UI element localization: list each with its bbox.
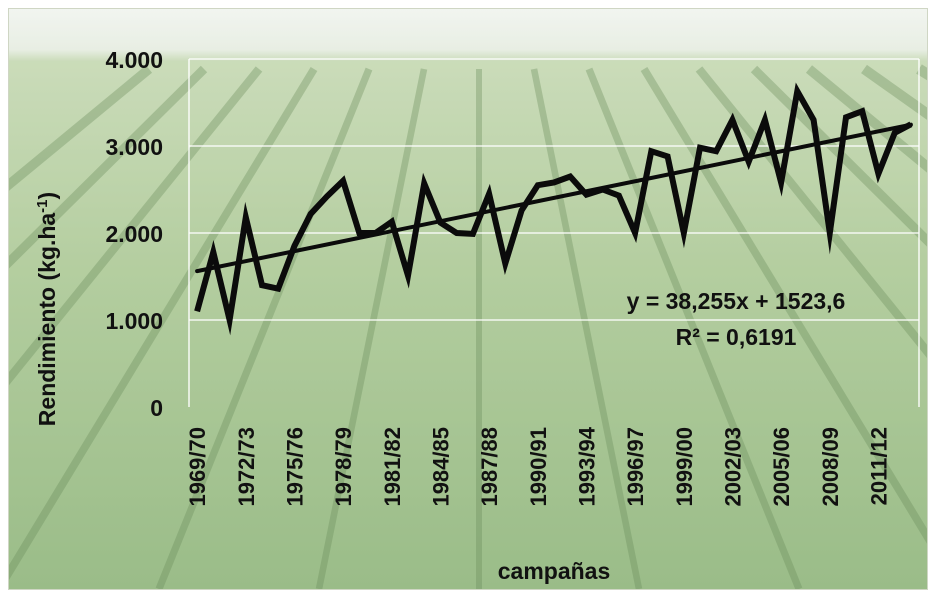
x-tick-label: 2011/12 [866,427,891,505]
x-tick-label: 1975/76 [282,427,307,507]
crop-row [315,68,428,589]
y-axis-title: Rendimiento (kg.ha-1) [34,192,60,426]
x-tick-label: 2002/03 [720,427,745,507]
trend-line [195,122,913,274]
chart-frame: 0 1.000 2.000 3.000 4.000 1969/70 1972/73 1975… [8,8,928,590]
field-background [9,9,927,589]
x-tick-label: 1978/79 [331,427,356,507]
y-tick-label: 3.000 [105,134,163,160]
x-tick-label: 1990/91 [526,427,551,507]
x-axis-title: campañas [498,558,611,584]
trendline-equation: y = 38,255x + 1523,6 [627,288,846,314]
crop-row [585,67,803,589]
x-tick-label: 1984/85 [428,427,453,507]
crop-row [155,67,373,589]
x-tick-label: 2008/09 [818,427,843,507]
y-tick-label: 1.000 [105,308,163,334]
y-axis-title-close: ) [34,192,60,200]
y-axis-title-superscript: -1 [34,199,51,212]
crop-row [9,65,208,269]
x-tick-label: 1993/94 [574,426,599,506]
x-tick-label: 1996/97 [623,427,648,507]
x-tick-label: 1987/88 [477,427,502,507]
x-tick-label: 1969/70 [185,427,210,507]
x-tick-label: 1981/82 [380,427,405,507]
r-squared-label: R² = 0,6191 [676,324,797,350]
y-axis-title-main: Rendimiento (kg.ha [34,213,60,427]
crop-row [530,68,643,589]
x-tick-label: 1972/73 [234,427,259,507]
x-tick-label: 1999/00 [672,427,697,507]
crop-row [805,65,927,173]
y-tick-label: 2.000 [105,221,163,247]
crop-row [9,65,153,191]
yield-chart: 0 1.000 2.000 3.000 4.000 1969/70 1972/73 1975… [9,9,927,589]
y-tick-label: 4.000 [105,47,163,73]
y-tick-label: 0 [150,395,163,421]
crop-row [9,66,318,581]
x-tick-label: 2005/06 [769,427,794,507]
